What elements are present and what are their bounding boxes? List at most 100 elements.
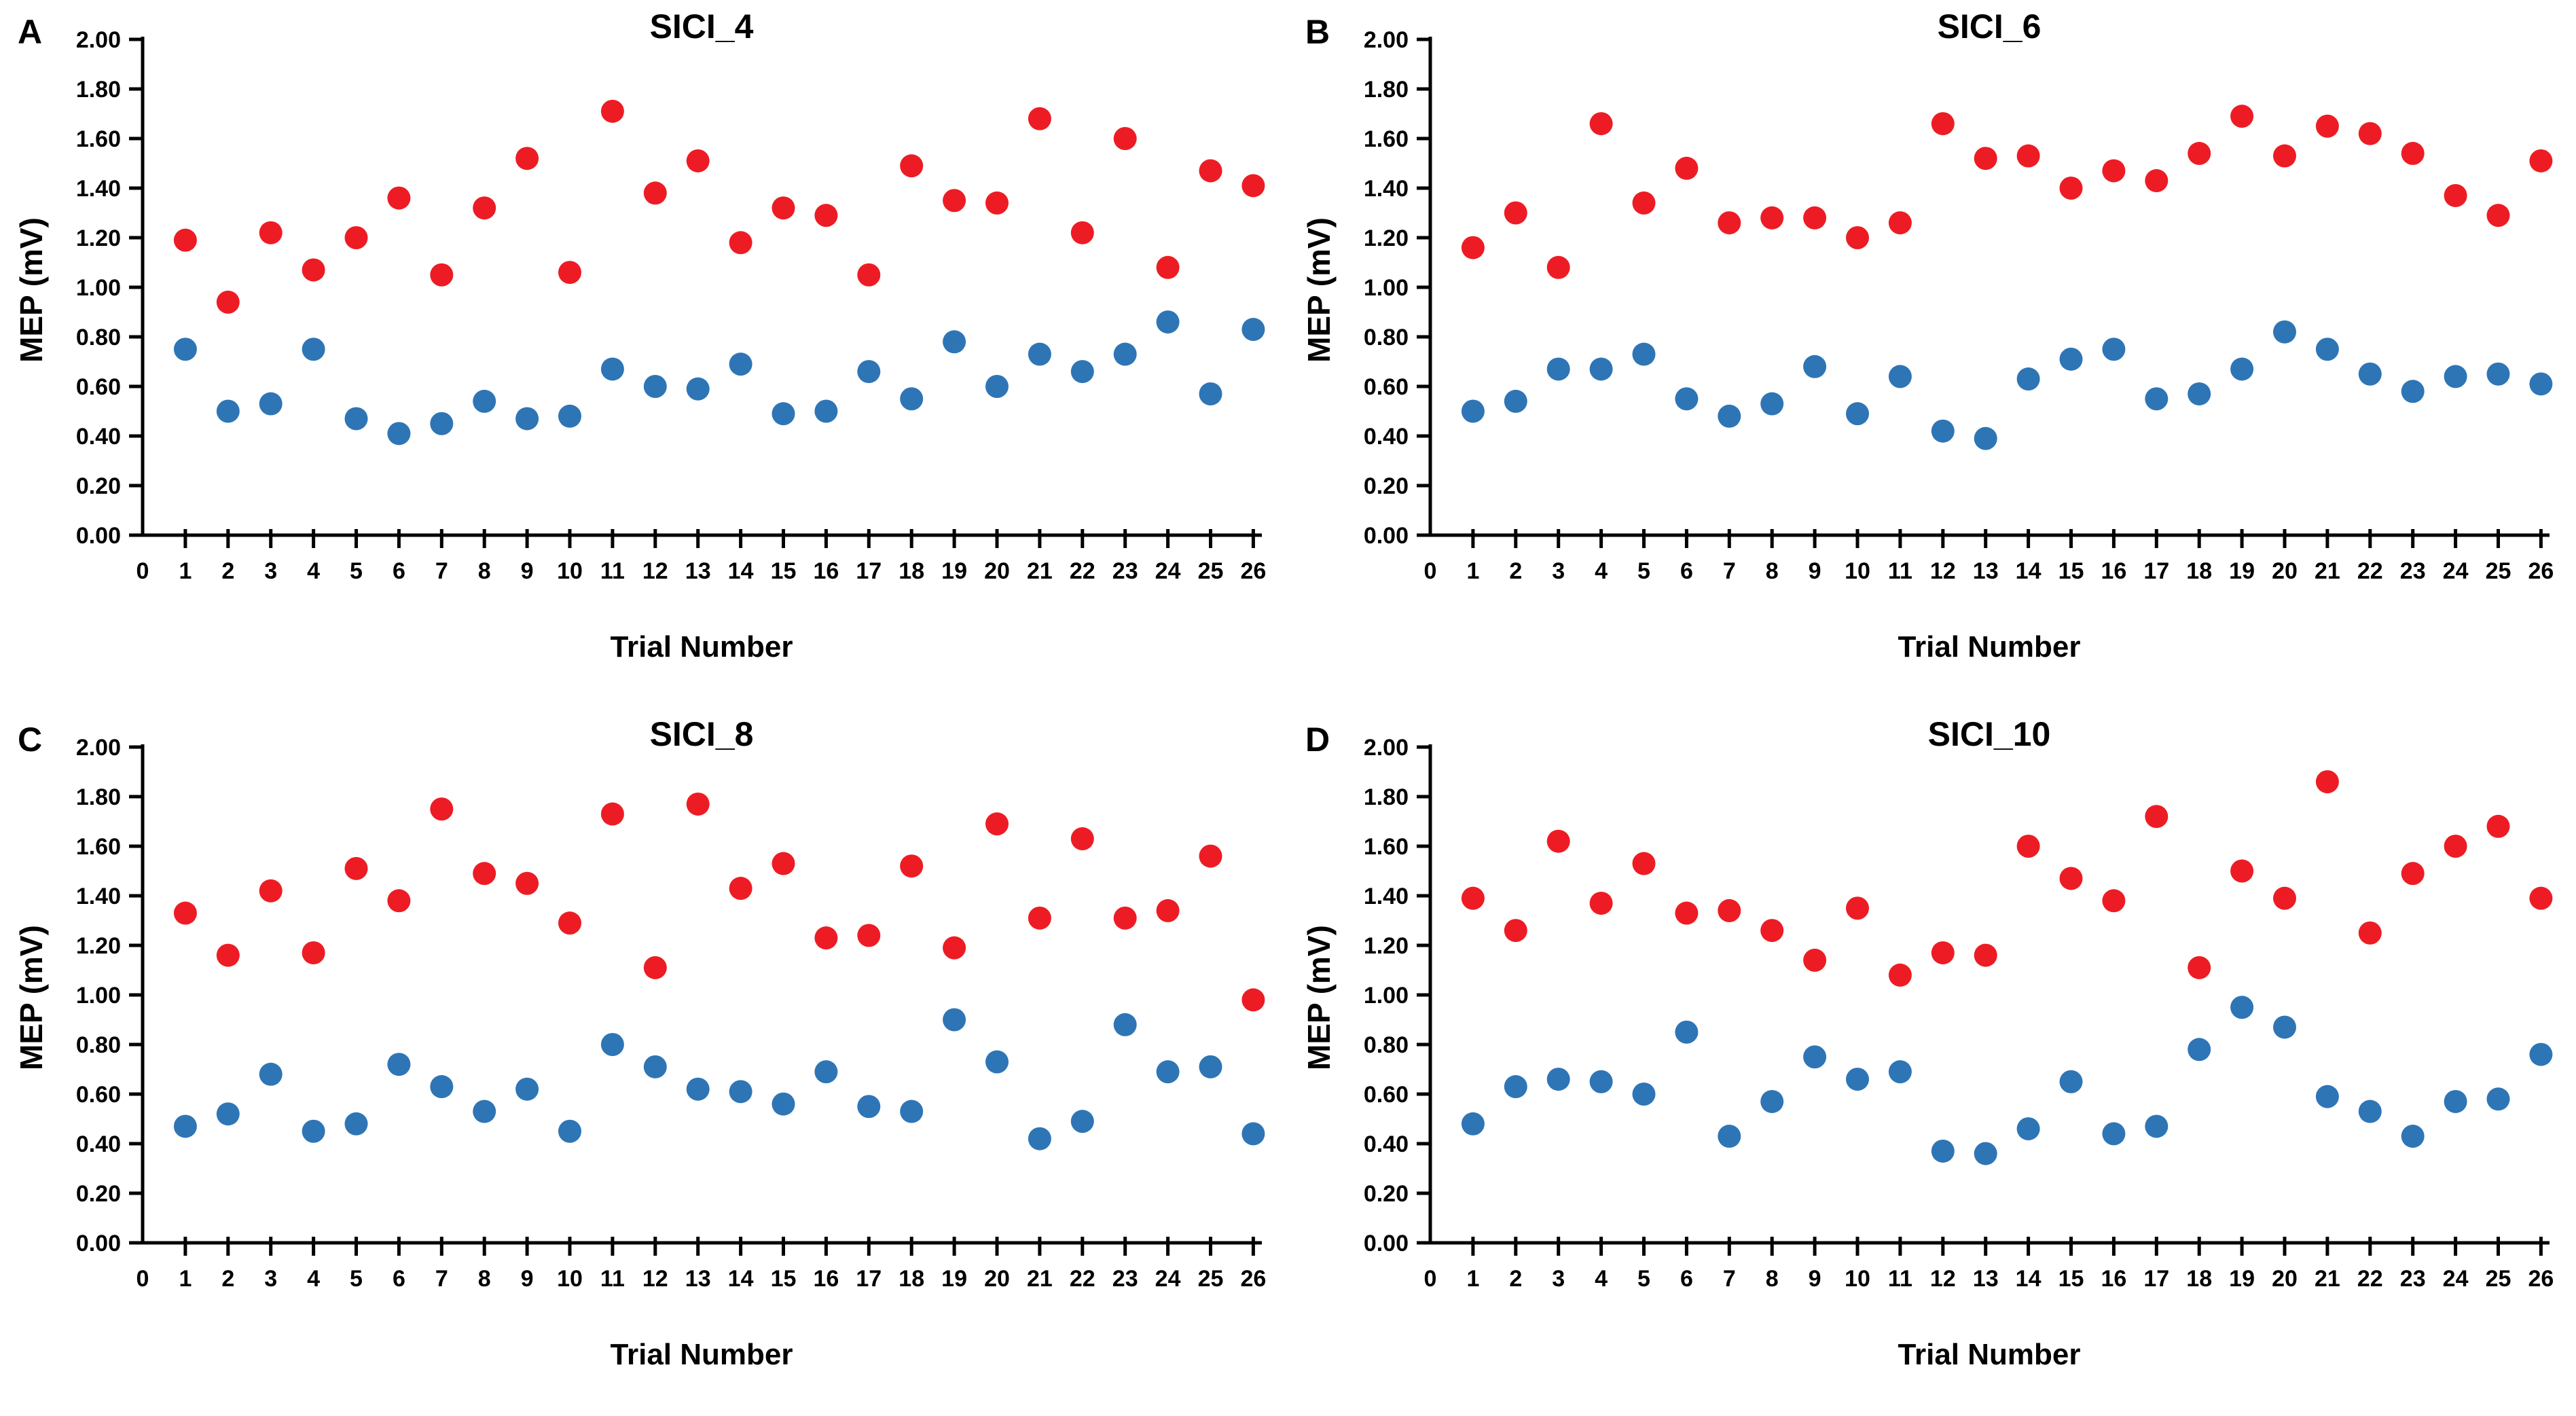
data-point-blue (1846, 1068, 1869, 1091)
x-tick-label: 15 (771, 1266, 797, 1292)
data-point-red (259, 221, 283, 244)
data-point-red (985, 191, 1009, 215)
x-tick-label: 9 (1809, 558, 1821, 584)
data-point-blue (2145, 387, 2169, 411)
data-point-red (985, 812, 1009, 836)
scatter-plot: 0.00 0.20 0.40 0.60 0.80 1.00 1.20 1.40 1.60 1.80… (76, 735, 1267, 1292)
data-point-red (1931, 941, 1955, 964)
data-point-red (1589, 112, 1613, 136)
data-point-blue (473, 1100, 496, 1123)
data-point-blue (729, 352, 752, 376)
data-point-blue (686, 1077, 710, 1101)
data-point-red (1504, 201, 1527, 225)
data-point-blue (1070, 360, 1094, 384)
x-tick-label: 10 (1845, 1266, 1870, 1292)
data-point-blue (643, 1055, 667, 1078)
data-point-blue (1632, 342, 1656, 366)
x-tick-label: 15 (2058, 1266, 2084, 1292)
scatter-plot: 0.00 0.20 0.40 0.60 0.80 1.00 1.20 1.40 1.60 1.80… (1364, 27, 2554, 584)
data-point-blue (2273, 320, 2296, 344)
data-point-blue (2016, 367, 2040, 391)
x-tick-label: 7 (435, 1266, 448, 1292)
x-tick-label: 1 (179, 558, 192, 584)
y-tick-label: 1.60 (76, 834, 121, 860)
x-tick-label: 24 (1155, 558, 1181, 584)
x-tick-label: 25 (1198, 558, 1224, 584)
data-point-blue (2401, 1125, 2425, 1148)
data-point-red (1028, 107, 1051, 130)
data-point-blue (814, 1060, 838, 1084)
chart-title: SICI_8 (649, 715, 754, 753)
data-point-red (900, 854, 924, 878)
y-tick-label: 1.20 (1364, 933, 1409, 959)
x-tick-label: 26 (2528, 1266, 2554, 1292)
data-point-red (2016, 144, 2040, 168)
data-point-blue (1931, 419, 1955, 443)
x-tick-label: 17 (856, 1266, 882, 1292)
data-point-blue (985, 375, 1009, 398)
data-point-red (1113, 127, 1137, 150)
x-tick-label: 21 (2315, 558, 2340, 584)
y-tick-label: 0.40 (1364, 1131, 1409, 1157)
data-point-blue (1156, 310, 1180, 334)
x-tick-label: 20 (2272, 558, 2298, 584)
data-point-red (2401, 862, 2425, 886)
data-point-red (2273, 886, 2296, 910)
x-tick-label: 12 (642, 1266, 668, 1292)
data-point-blue (344, 407, 368, 431)
data-point-blue (259, 1062, 283, 1086)
data-point-blue (173, 338, 197, 361)
y-tick-label: 1.80 (76, 784, 121, 810)
y-tick-label: 1.60 (1364, 126, 1409, 152)
y-tick-label: 0.60 (76, 1082, 121, 1108)
y-tick-label: 0.80 (76, 325, 121, 350)
data-point-blue (2486, 1087, 2510, 1111)
data-point-red (1931, 112, 1955, 136)
data-point-blue (1760, 392, 1784, 416)
data-point-red (814, 204, 838, 228)
data-point-blue (1546, 1068, 1570, 1091)
x-tick-label: 0 (137, 1266, 149, 1292)
data-point-blue (1461, 1112, 1485, 1136)
x-tick-label: 6 (1680, 558, 1693, 584)
data-point-blue (1632, 1083, 1656, 1106)
x-tick-label: 21 (1027, 558, 1053, 584)
data-point-blue (772, 1092, 795, 1116)
panel-letter: C (18, 721, 43, 759)
x-tick-label: 9 (521, 558, 534, 584)
y-tick-label: 0.20 (1364, 473, 1409, 499)
x-tick-label: 13 (1973, 558, 1999, 584)
data-point-red (1974, 147, 1997, 170)
x-tick-label: 12 (642, 558, 668, 584)
y-tick-label: 1.40 (76, 176, 121, 202)
data-point-blue (558, 1119, 581, 1143)
x-tick-label: 26 (2528, 558, 2554, 584)
data-point-blue (1156, 1060, 1180, 1084)
data-point-red (2315, 114, 2339, 138)
x-tick-label: 19 (941, 1266, 967, 1292)
data-point-red (943, 936, 966, 960)
data-point-blue (558, 404, 581, 428)
data-point-blue (2145, 1114, 2169, 1138)
x-tick-label: 7 (1723, 1266, 1736, 1292)
x-tick-label: 22 (1070, 558, 1095, 584)
data-point-blue (729, 1080, 752, 1104)
data-point-red (2145, 805, 2169, 829)
data-point-blue (515, 1077, 539, 1101)
data-point-red (173, 901, 197, 925)
data-point-red (1241, 988, 1265, 1012)
data-point-blue (943, 1008, 966, 1032)
data-point-red (943, 189, 966, 213)
x-tick-label: 16 (813, 1266, 839, 1292)
data-point-red (2059, 867, 2083, 890)
data-point-red (686, 792, 710, 816)
data-point-blue (1113, 1013, 1137, 1036)
data-point-blue (387, 1053, 411, 1076)
data-point-red (473, 196, 496, 220)
x-tick-label: 16 (2101, 1266, 2126, 1292)
data-point-red (600, 99, 624, 123)
x-tick-label: 14 (728, 1266, 754, 1292)
data-point-red (900, 154, 924, 178)
x-tick-label: 2 (1509, 558, 1522, 584)
